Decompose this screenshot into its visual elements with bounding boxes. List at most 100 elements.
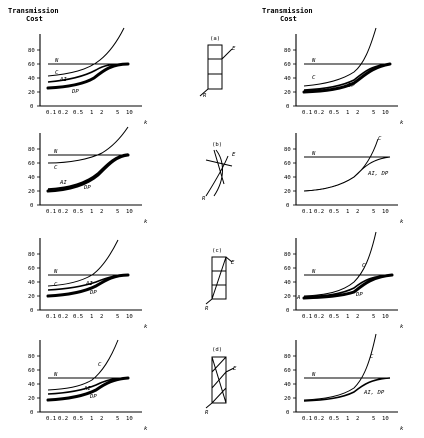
label-N: N xyxy=(53,149,58,155)
panel-1R: 80 60 40 20 0 0.1 0.2 0.5 1 2 5 10 k N C… xyxy=(284,27,404,126)
label-DP: DP xyxy=(83,185,91,191)
x-tick-0.5: 0.5 xyxy=(73,110,83,116)
x-tick-5: 5 xyxy=(116,314,119,320)
y-tick-20: 20 xyxy=(284,396,291,402)
x-tick-0.2: 0.2 xyxy=(58,209,68,215)
label-N: N xyxy=(311,269,316,275)
x-tick-0.5: 0.5 xyxy=(329,209,339,215)
x-tick-0.2: 0.2 xyxy=(58,110,68,116)
x-tick-1: 1 xyxy=(90,209,93,215)
x-tick-2: 2 xyxy=(356,416,359,422)
x-tick-10: 10 xyxy=(382,416,389,422)
axes xyxy=(293,340,398,413)
label-C: C xyxy=(55,70,59,76)
x-tick-0.2: 0.2 xyxy=(58,416,68,422)
x-tick-2: 2 xyxy=(100,314,103,320)
x-tick-0.2: 0.2 xyxy=(314,314,324,320)
curve-C xyxy=(303,333,377,401)
y-tick-40: 40 xyxy=(28,280,35,286)
x-tick-0.1: 0.1 xyxy=(302,110,312,116)
y-tick-80: 80 xyxy=(28,147,35,153)
x-axis-label: k xyxy=(400,324,404,330)
panel-3L: 80 60 40 20 0 0.1 0.2 0.5 1 2 5 10 k N C… xyxy=(28,238,148,330)
y-tick-20: 20 xyxy=(284,294,291,300)
y-tick-40: 40 xyxy=(284,76,291,82)
diagram-label-a: (a) xyxy=(210,36,220,42)
x-tick-0.2: 0.2 xyxy=(314,209,324,215)
x-tick-10: 10 xyxy=(382,209,389,215)
x-tick-5: 5 xyxy=(116,209,119,215)
label-R: R xyxy=(205,410,209,416)
y-tick-80: 80 xyxy=(284,354,291,360)
x-tick-0.5: 0.5 xyxy=(73,314,83,320)
curve-C xyxy=(303,27,377,87)
y-tick-0: 0 xyxy=(286,410,289,416)
x-axis-label: k xyxy=(144,426,148,432)
panel-3R: 80 60 40 20 0 0.1 0.2 0.5 1 2 5 10 k N C… xyxy=(284,231,404,330)
label-C: C xyxy=(54,282,58,288)
left-title-line2: Cost xyxy=(26,15,43,23)
curve-DP xyxy=(46,273,130,298)
y-tick-80: 80 xyxy=(284,147,291,153)
y-tick-60: 60 xyxy=(284,266,291,272)
y-tick-20: 20 xyxy=(284,189,291,195)
x-tick-0.1: 0.1 xyxy=(302,416,312,422)
x-tick-5: 5 xyxy=(116,416,119,422)
x-tick-10: 10 xyxy=(126,110,133,116)
y-tick-20: 20 xyxy=(28,90,35,96)
label-AI: AI xyxy=(59,180,67,186)
y-tick-40: 40 xyxy=(28,76,35,82)
y-tick-80: 80 xyxy=(28,252,35,258)
x-tick-5: 5 xyxy=(372,314,375,320)
x-tick-10: 10 xyxy=(126,209,133,215)
curve-DP xyxy=(302,273,394,300)
x-tick-0.1: 0.1 xyxy=(302,209,312,215)
curve-C xyxy=(47,239,119,287)
x-tick-0.1: 0.1 xyxy=(46,416,56,422)
x-tick-1: 1 xyxy=(346,209,349,215)
label-E: E xyxy=(231,260,235,266)
left-title-line1: Transmission xyxy=(8,7,59,15)
x-axis-label: k xyxy=(144,219,148,225)
x-tick-5: 5 xyxy=(116,110,119,116)
x-tick-0.5: 0.5 xyxy=(73,209,83,215)
y-tick-20: 20 xyxy=(28,294,35,300)
x-tick-2: 2 xyxy=(356,110,359,116)
label-C: C xyxy=(370,354,374,360)
label-DP: DP xyxy=(89,394,97,400)
diagram-a: (a) E R xyxy=(199,36,236,99)
y-tick-60: 60 xyxy=(28,266,35,272)
label-N: N xyxy=(311,58,316,64)
x-tick-0.1: 0.1 xyxy=(302,314,312,320)
x-axis-label: k xyxy=(144,120,148,126)
x-tick-1: 1 xyxy=(346,314,349,320)
diagram-d: (d) E R xyxy=(205,347,237,416)
axes xyxy=(37,133,142,206)
x-tick-2: 2 xyxy=(100,209,103,215)
panel-1L: 80 60 40 20 0 0.1 0.2 0.5 1 2 5 10 k N C… xyxy=(28,27,148,126)
label-R: R xyxy=(205,306,209,312)
label-C: C xyxy=(362,263,366,269)
y-tick-80: 80 xyxy=(28,48,35,54)
axes xyxy=(293,238,398,311)
y-tick-0: 0 xyxy=(30,104,33,110)
x-tick-1: 1 xyxy=(90,110,93,116)
x-tick-0.1: 0.1 xyxy=(46,209,56,215)
y-tick-60: 60 xyxy=(28,161,35,167)
y-tick-20: 20 xyxy=(284,90,291,96)
curve-C xyxy=(47,339,119,391)
label-N: N xyxy=(54,58,59,64)
label-AI: AI xyxy=(85,281,93,287)
curve-DP xyxy=(302,62,392,94)
x-axis-label: k xyxy=(400,120,404,126)
label-DP: DP xyxy=(71,89,79,95)
y-tick-40: 40 xyxy=(28,382,35,388)
y-tick-40: 40 xyxy=(284,382,291,388)
diagram-c: (c) E R xyxy=(205,248,235,312)
y-tick-80: 80 xyxy=(284,252,291,258)
x-tick-10: 10 xyxy=(126,416,133,422)
y-tick-40: 40 xyxy=(28,175,35,181)
x-tick-0.2: 0.2 xyxy=(314,110,324,116)
x-tick-10: 10 xyxy=(382,314,389,320)
y-tick-40: 40 xyxy=(284,280,291,286)
